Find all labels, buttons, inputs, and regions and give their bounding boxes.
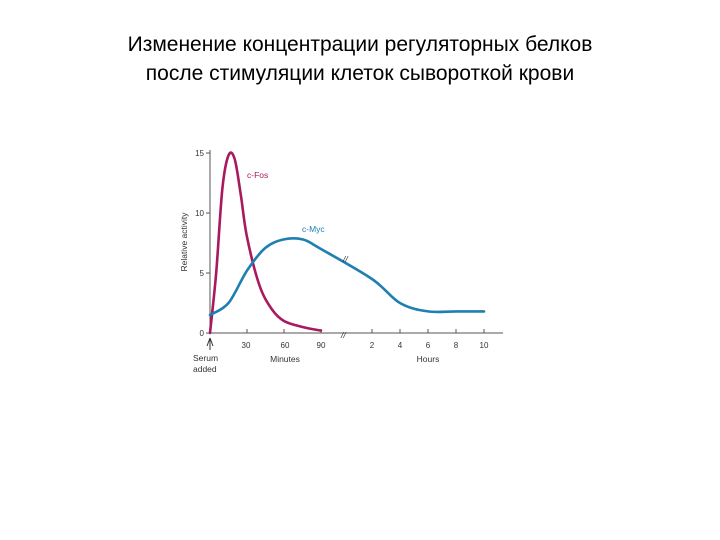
y-tick-label: 0 [200, 329, 205, 338]
series-label-c-fos: c-Fos [247, 170, 268, 180]
serum-added-label-line1: Serum [193, 353, 218, 363]
x-axis-title-minutes: Minutes [270, 354, 300, 364]
series-line-c-fos [208, 151, 323, 335]
x-tick-label: 4 [398, 341, 403, 350]
y-tick-label: 15 [195, 149, 204, 158]
x-tick-label: 30 [242, 341, 251, 350]
axis-break-mark-lower: // [340, 330, 347, 340]
series-line-c-myc [208, 236, 486, 317]
x-tick-label: 8 [454, 341, 459, 350]
x-tick-label: 6 [426, 341, 431, 350]
slide-title: Изменение концентрации регуляторных белк… [60, 30, 660, 88]
title-line-2: после стимуляции клеток сывороткой крови [145, 62, 575, 85]
x-axis-title-hours: Hours [417, 354, 440, 364]
axis-break-mark-upper: // [342, 254, 349, 264]
x-tick-label: 2 [370, 341, 375, 350]
title-line-1: Изменение концентрации регуляторных белк… [127, 33, 593, 56]
y-axis-title: Relative activity [179, 212, 189, 272]
series-label-c-myc: c-Myc [302, 224, 325, 234]
x-tick-label: 10 [480, 341, 489, 350]
serum-added-arrow [206, 337, 214, 350]
serum-added-label-line2: added [193, 364, 217, 374]
x-tick-label: 90 [317, 341, 326, 350]
y-tick-label: 5 [200, 269, 205, 278]
y-tick-label: 10 [195, 209, 204, 218]
x-tick-label: 60 [281, 341, 290, 350]
